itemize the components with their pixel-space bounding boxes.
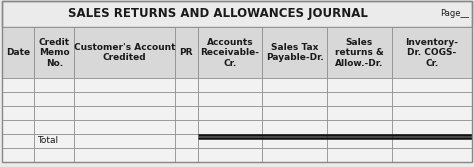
- Bar: [2, 134, 34, 148]
- Text: Sales
returns &
Allow.-Dr.: Sales returns & Allow.-Dr.: [335, 38, 384, 67]
- Bar: [2, 148, 34, 162]
- Text: Inventory-
Dr. COGS-
Cr.: Inventory- Dr. COGS- Cr.: [405, 38, 458, 67]
- Bar: [74, 106, 175, 120]
- Text: Page__: Page__: [440, 9, 470, 18]
- Bar: [392, 106, 472, 120]
- Bar: [34, 27, 74, 78]
- Bar: [327, 148, 392, 162]
- Bar: [2, 120, 34, 134]
- Bar: [2, 1, 472, 27]
- Bar: [175, 27, 198, 78]
- Bar: [74, 134, 175, 148]
- Bar: [198, 78, 262, 92]
- Text: Total: Total: [36, 136, 58, 145]
- Bar: [74, 27, 175, 78]
- Text: Sales Tax
Payable-Dr.: Sales Tax Payable-Dr.: [266, 43, 324, 62]
- Bar: [175, 134, 198, 148]
- Bar: [2, 92, 34, 106]
- Bar: [2, 106, 34, 120]
- Bar: [198, 120, 262, 134]
- Bar: [34, 148, 74, 162]
- Bar: [392, 120, 472, 134]
- Text: Accounts
Receivable-
Cr.: Accounts Receivable- Cr.: [201, 38, 259, 67]
- Bar: [175, 106, 198, 120]
- Bar: [327, 27, 392, 78]
- Bar: [327, 92, 392, 106]
- Bar: [262, 27, 327, 78]
- Bar: [74, 92, 175, 106]
- Text: Customer's Account
Credited: Customer's Account Credited: [74, 43, 175, 62]
- Bar: [175, 148, 198, 162]
- Bar: [198, 27, 262, 78]
- Bar: [198, 92, 262, 106]
- Bar: [34, 106, 74, 120]
- Bar: [327, 134, 392, 148]
- Bar: [74, 120, 175, 134]
- Bar: [2, 78, 34, 92]
- Bar: [392, 78, 472, 92]
- Bar: [327, 120, 392, 134]
- Bar: [392, 134, 472, 148]
- Bar: [34, 120, 74, 134]
- Bar: [2, 27, 34, 78]
- Text: PR: PR: [180, 48, 193, 57]
- Bar: [392, 27, 472, 78]
- Text: SALES RETURNS AND ALLOWANCES JOURNAL: SALES RETURNS AND ALLOWANCES JOURNAL: [68, 7, 368, 20]
- Bar: [392, 92, 472, 106]
- Bar: [262, 92, 327, 106]
- Bar: [327, 78, 392, 92]
- Bar: [74, 78, 175, 92]
- Bar: [34, 78, 74, 92]
- Text: Credit
Memo
No.: Credit Memo No.: [39, 38, 70, 67]
- Bar: [175, 78, 198, 92]
- Bar: [175, 92, 198, 106]
- Bar: [74, 148, 175, 162]
- Bar: [262, 134, 327, 148]
- Bar: [34, 92, 74, 106]
- Bar: [198, 106, 262, 120]
- Bar: [392, 148, 472, 162]
- Bar: [175, 120, 198, 134]
- Bar: [262, 78, 327, 92]
- Bar: [262, 148, 327, 162]
- Bar: [262, 120, 327, 134]
- Bar: [34, 134, 74, 148]
- Bar: [327, 106, 392, 120]
- Bar: [262, 106, 327, 120]
- Bar: [198, 148, 262, 162]
- Bar: [198, 134, 262, 148]
- Text: Date: Date: [6, 48, 30, 57]
